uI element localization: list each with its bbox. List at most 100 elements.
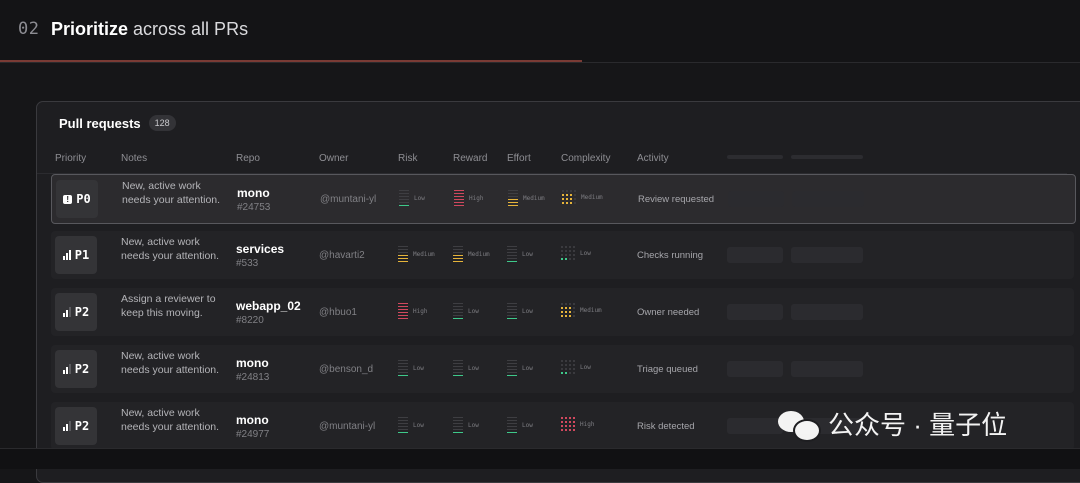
pr-number[interactable]: #24977: [236, 429, 270, 440]
owner-handle[interactable]: @benson_d: [319, 364, 374, 375]
metric-reward: Medium: [453, 246, 490, 262]
pull-requests-panel: Pull requests 128 Priority Notes Repo Ow…: [36, 101, 1080, 483]
level-bars-icon: [453, 417, 463, 433]
header-placeholder: [791, 155, 863, 159]
metric-label: Medium: [580, 306, 602, 314]
col-priority[interactable]: Priority: [55, 153, 87, 164]
metric-label: Low: [522, 364, 533, 372]
metric-label: Low: [580, 363, 591, 371]
metric-reward: Low: [453, 417, 479, 433]
col-owner[interactable]: Owner: [319, 153, 349, 164]
priority-badge[interactable]: P2: [55, 407, 97, 445]
watermark-text: 公众号 · 量子位: [828, 410, 1008, 440]
metric-reward: Low: [453, 303, 479, 319]
pr-number[interactable]: #24753: [237, 202, 271, 213]
pr-row[interactable]: P2 Assign a reviewer to keep this moving.…: [51, 288, 1074, 336]
metric-label: Low: [468, 364, 479, 372]
metric-complexity: High: [561, 417, 594, 431]
repo-name[interactable]: webapp_02: [236, 299, 301, 313]
col-complexity[interactable]: Complexity: [561, 153, 611, 164]
metric-label: Low: [468, 421, 479, 429]
repo-name[interactable]: mono: [236, 356, 269, 370]
metric-complexity: Medium: [562, 190, 603, 204]
wechat-icon: [778, 409, 822, 442]
level-bars-icon: [507, 303, 517, 319]
panel-header: Pull requests 128: [59, 115, 176, 131]
activity-status: Review requested: [638, 194, 715, 205]
owner-handle[interactable]: @muntani-yl: [320, 194, 377, 205]
owner-handle[interactable]: @havarti2: [319, 250, 365, 261]
row-notes: Assign a reviewer to keep this moving.: [121, 293, 216, 319]
complexity-dots-icon: [561, 303, 575, 317]
panel-title: Pull requests: [59, 115, 141, 131]
priority-badge[interactable]: P2: [55, 293, 97, 331]
repo-name[interactable]: mono: [237, 186, 270, 200]
pr-number[interactable]: #533: [236, 258, 259, 269]
priority-badge[interactable]: ! P0: [56, 180, 98, 218]
level-bars-icon: [398, 303, 408, 319]
pr-number[interactable]: #24813: [236, 372, 270, 383]
level-bars-icon: [507, 417, 517, 433]
signal-medium-icon: [62, 364, 71, 374]
owner-handle[interactable]: @hbuo1: [319, 307, 357, 318]
metric-risk: Low: [398, 360, 424, 376]
loading-placeholder: [727, 418, 783, 434]
metric-complexity: Low: [561, 246, 591, 260]
pr-row[interactable]: P1 New, active work needs your attention.…: [51, 231, 1074, 279]
pr-row[interactable]: P2 New, active work needs your attention.…: [51, 402, 1074, 450]
col-activity[interactable]: Activity: [637, 153, 669, 164]
level-bars-icon: [453, 360, 463, 376]
priority-label: P0: [76, 192, 91, 206]
col-risk[interactable]: Risk: [398, 153, 418, 164]
complexity-dots-icon: [562, 190, 576, 204]
pr-row[interactable]: ! P0 New, active work needs your attention…: [51, 174, 1076, 224]
metric-label: High: [469, 194, 484, 202]
owner-handle[interactable]: @muntani-yl: [319, 421, 376, 432]
step-number: 02: [18, 19, 40, 39]
priority-badge[interactable]: P1: [55, 236, 97, 274]
title-rest: across all PRs: [128, 19, 249, 39]
complexity-dots-icon: [561, 360, 575, 374]
level-bars-icon: [398, 360, 408, 376]
metric-label: Low: [522, 421, 533, 429]
col-repo[interactable]: Repo: [236, 153, 260, 164]
level-bars-icon: [398, 246, 408, 262]
metric-label: Low: [413, 421, 424, 429]
section-header: 02 Prioritize across all PRs: [0, 0, 1080, 63]
metric-label: Low: [522, 250, 533, 258]
row-notes: New, active work needs your attention.: [122, 180, 221, 206]
priority-badge[interactable]: P2: [55, 350, 97, 388]
col-effort[interactable]: Effort: [507, 153, 531, 164]
loading-placeholder: [792, 191, 864, 207]
pr-row[interactable]: P2 New, active work needs your attention.…: [51, 345, 1074, 393]
metric-label: High: [580, 420, 595, 428]
metric-label: Low: [580, 249, 591, 257]
row-notes: New, active work needs your attention.: [121, 350, 220, 376]
metric-label: High: [413, 307, 428, 315]
metric-risk: High: [398, 303, 427, 319]
loading-placeholder: [791, 304, 863, 320]
metric-label: Low: [522, 307, 533, 315]
title-bold: Prioritize: [51, 19, 129, 39]
col-reward[interactable]: Reward: [453, 153, 488, 164]
repo-name[interactable]: services: [236, 242, 285, 256]
loading-placeholder: [727, 361, 783, 377]
row-notes: New, active work needs your attention.: [121, 407, 220, 433]
metric-effort: Low: [507, 417, 533, 433]
section-title: Prioritize across all PRs: [51, 19, 248, 40]
loading-placeholder: [791, 247, 863, 263]
metric-complexity: Low: [561, 360, 591, 374]
metric-reward: Low: [453, 360, 479, 376]
repo-name[interactable]: mono: [236, 413, 269, 427]
metric-risk: Low: [398, 417, 424, 433]
level-bars-icon: [507, 246, 517, 262]
pr-number[interactable]: #8220: [236, 315, 264, 326]
progress-line: [0, 60, 582, 62]
signal-high-icon: [62, 250, 71, 260]
metric-effort: Medium: [508, 190, 545, 206]
loading-placeholder: [791, 361, 863, 377]
metric-label: Low: [468, 307, 479, 315]
metric-risk: Medium: [398, 246, 435, 262]
level-bars-icon: [453, 303, 463, 319]
col-notes[interactable]: Notes: [121, 153, 148, 164]
